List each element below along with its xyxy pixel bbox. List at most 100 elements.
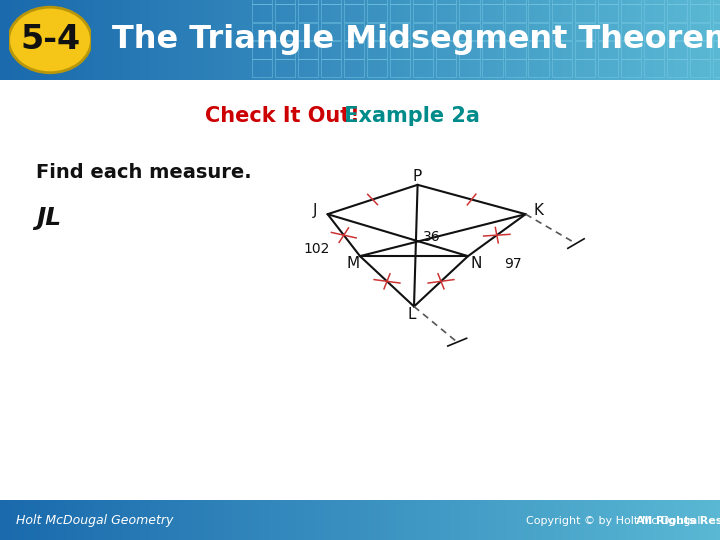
Text: Copyright © by Holt Mc Dougal.: Copyright © by Holt Mc Dougal. [526,516,707,525]
Bar [298,59,318,77]
Bar [644,0,664,4]
Ellipse shape [9,7,91,73]
Bar [367,4,387,22]
Bar [344,23,364,40]
Bar [275,23,295,40]
Bar [390,0,410,4]
Bar [298,41,318,58]
Bar [390,4,410,22]
Bar [667,4,687,22]
Text: K: K [534,204,544,218]
Bar [367,59,387,77]
Bar [298,0,318,4]
Text: N: N [471,256,482,271]
Bar [575,59,595,77]
Bar [252,59,272,77]
Bar [690,23,710,40]
Bar [552,0,572,4]
Bar [713,4,720,22]
Bar [275,59,295,77]
Bar [505,23,526,40]
Text: P: P [413,169,422,184]
Bar [598,0,618,4]
Bar [528,4,549,22]
Bar [621,4,641,22]
Text: Check It Out!: Check It Out! [205,106,360,126]
Bar [598,23,618,40]
Bar [413,23,433,40]
Text: J: J [313,204,318,218]
Text: 97: 97 [504,256,521,271]
Bar [575,41,595,58]
Bar [713,23,720,40]
Bar [321,59,341,77]
Bar [459,4,480,22]
Bar [552,4,572,22]
Bar [252,41,272,58]
Bar [275,41,295,58]
Text: L: L [408,307,416,322]
Bar [482,4,503,22]
Bar [713,41,720,58]
Bar [275,0,295,4]
Text: Find each measure.: Find each measure. [36,163,251,182]
Bar [482,41,503,58]
Bar [344,59,364,77]
Bar [413,0,433,4]
Bar [321,4,341,22]
Bar [505,4,526,22]
Text: Holt McDougal Geometry: Holt McDougal Geometry [16,514,174,527]
Bar [644,4,664,22]
Bar [644,23,664,40]
Bar [482,59,503,77]
Bar [528,23,549,40]
Bar [367,23,387,40]
Bar [252,4,272,22]
Bar [459,0,480,4]
Bar [552,23,572,40]
Bar [459,23,480,40]
Bar [505,0,526,4]
Bar [667,59,687,77]
Bar [528,0,549,4]
Bar [621,23,641,40]
Bar [528,41,549,58]
Bar [528,59,549,77]
Bar [575,0,595,4]
Bar [690,4,710,22]
Bar [436,59,456,77]
Bar [690,59,710,77]
Bar [252,0,272,4]
Bar [436,4,456,22]
Bar [482,23,503,40]
Bar [344,0,364,4]
Bar [413,41,433,58]
Bar [667,0,687,4]
Bar [367,41,387,58]
Bar [713,0,720,4]
Bar [390,41,410,58]
Bar [598,4,618,22]
Bar [644,41,664,58]
Bar [621,41,641,58]
Bar [298,4,318,22]
Bar [321,41,341,58]
Bar [275,4,295,22]
Bar [713,59,720,77]
Bar [413,4,433,22]
Bar [690,0,710,4]
Text: All Rights Reserved.: All Rights Reserved. [636,516,720,525]
Text: 102: 102 [303,242,330,256]
Bar [367,0,387,4]
Bar [390,23,410,40]
Bar [621,59,641,77]
Bar [505,41,526,58]
Bar [436,0,456,4]
Bar [690,41,710,58]
Text: 5-4: 5-4 [20,23,80,57]
Text: 36: 36 [423,230,441,244]
Bar [413,59,433,77]
Bar [459,41,480,58]
Bar [344,4,364,22]
Bar [505,59,526,77]
